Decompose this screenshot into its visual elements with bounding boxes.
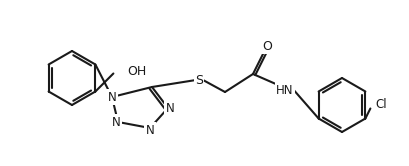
Text: S: S: [195, 74, 202, 86]
Text: N: N: [111, 116, 120, 128]
Text: OH: OH: [127, 65, 146, 78]
Text: O: O: [261, 40, 271, 52]
Text: Cl: Cl: [375, 98, 386, 111]
Text: N: N: [107, 90, 116, 103]
Text: N: N: [165, 101, 174, 115]
Text: N: N: [145, 124, 154, 136]
Text: HN: HN: [276, 83, 293, 96]
